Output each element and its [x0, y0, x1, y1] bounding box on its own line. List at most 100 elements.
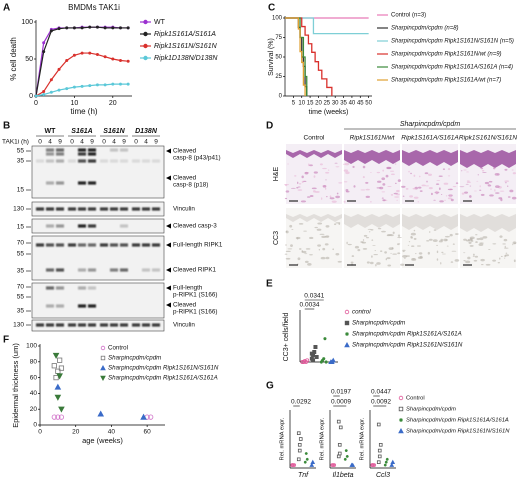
band-label: casp-8 (p43/p41)	[173, 155, 221, 162]
data-point	[56, 373, 63, 380]
blot-band	[88, 286, 96, 290]
p-value: 0.0009	[331, 399, 351, 406]
tissue-texture	[285, 257, 291, 260]
tissue-texture	[318, 248, 321, 251]
tissue-texture	[461, 192, 465, 195]
data-point	[53, 374, 59, 381]
tissue-texture	[466, 180, 470, 182]
data-point	[309, 462, 315, 467]
data-point	[57, 357, 63, 363]
tissue-texture	[322, 167, 327, 170]
blot-band	[78, 224, 86, 228]
data-point	[370, 463, 375, 467]
group-label: S161A	[71, 128, 92, 135]
tissue-texture	[337, 260, 342, 263]
tissue-texture	[505, 252, 508, 254]
y-tick-label: 50	[25, 56, 33, 63]
data-point	[320, 358, 325, 362]
y-tick-label: 100	[272, 16, 283, 22]
blot-strip	[31, 319, 165, 332]
legend-marker	[398, 406, 404, 412]
tissue-texture	[314, 191, 320, 193]
legend-marker	[143, 43, 148, 49]
panel-letter: B	[3, 121, 10, 132]
tissue-texture	[460, 170, 463, 172]
tissue-texture	[451, 250, 457, 252]
tissue-texture	[382, 199, 386, 202]
tissue-texture	[469, 185, 472, 187]
data-point	[58, 406, 65, 413]
tissue-texture	[391, 247, 394, 250]
data-point	[88, 84, 92, 88]
survival-curve	[285, 17, 306, 96]
x-tick-label: 60	[144, 429, 152, 436]
tissue-texture	[439, 200, 444, 203]
data-point	[390, 459, 396, 465]
data-point	[57, 27, 61, 31]
tissue-texture	[466, 181, 471, 183]
tissue-texture	[504, 182, 507, 184]
tissue-texture	[421, 184, 426, 187]
band-arrow	[166, 267, 171, 273]
tissue-texture	[357, 249, 361, 252]
tissue-texture	[493, 167, 496, 170]
blot-band	[46, 268, 54, 272]
epidermis	[344, 150, 400, 164]
data-point	[148, 414, 154, 420]
band-label: p-RIPK1 (S166)	[173, 292, 217, 299]
tissue-texture	[487, 184, 492, 187]
data-point	[297, 442, 302, 447]
blot-band	[78, 268, 86, 272]
tissue-texture	[443, 238, 448, 242]
tissue-texture	[402, 249, 406, 251]
data-point	[378, 442, 383, 447]
data-point	[319, 360, 323, 364]
tissue-texture	[447, 168, 451, 171]
tissue-texture	[465, 183, 469, 185]
mw-marker: 15	[17, 224, 25, 231]
x-tick-label: 0	[38, 429, 42, 436]
blot-band	[56, 268, 64, 272]
tissue-texture	[504, 168, 508, 171]
legend-label: control	[352, 309, 371, 316]
blot-band	[88, 243, 96, 247]
tissue-texture	[360, 189, 366, 191]
tissue-texture	[386, 167, 392, 169]
x-tick-label: 10	[298, 101, 305, 107]
data-point	[65, 58, 69, 62]
tissue-texture	[386, 257, 391, 260]
y-tick-label: 0	[33, 422, 37, 429]
blot-band	[56, 286, 64, 290]
tissue-texture	[426, 180, 428, 183]
tissue-texture	[469, 244, 474, 247]
data-point	[309, 351, 314, 356]
tissue-texture	[297, 189, 303, 191]
data-point	[296, 457, 301, 462]
tissue-texture	[513, 259, 516, 263]
legend-marker	[143, 19, 148, 25]
column-label: Ripk1S161N/wt	[350, 135, 396, 142]
band-label: Vinculin	[173, 206, 195, 213]
data-point	[305, 358, 310, 363]
data-point	[324, 360, 328, 364]
blot-band	[78, 159, 86, 163]
data-point	[343, 457, 347, 461]
tissue-texture	[368, 231, 371, 233]
x-tick-label: 40	[349, 101, 356, 107]
tissue-texture	[463, 169, 467, 171]
legend-marker	[345, 332, 349, 336]
row-label: H&E	[273, 166, 280, 181]
histology-image	[342, 144, 401, 204]
epidermis	[286, 214, 342, 222]
data-point	[42, 93, 46, 97]
tissue-texture	[285, 190, 290, 193]
data-point	[34, 94, 38, 98]
tissue-texture	[452, 243, 455, 245]
tissue-texture	[447, 197, 452, 200]
tissue-texture	[489, 194, 494, 197]
panel-letter: A	[3, 3, 10, 14]
data-point	[95, 53, 99, 57]
data-point	[80, 51, 84, 55]
tissue-texture	[500, 198, 503, 202]
tissue-texture	[374, 250, 376, 252]
